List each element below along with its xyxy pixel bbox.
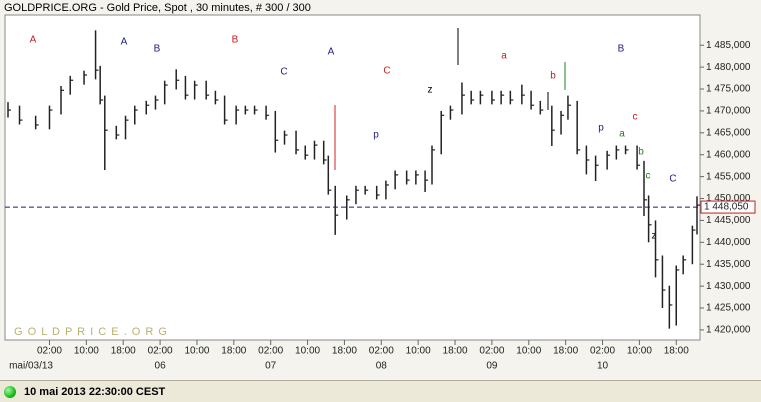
annotation: A xyxy=(30,35,37,46)
y-tick-label: 1 465,000 xyxy=(706,127,751,138)
x-tick-label: 10:00 xyxy=(74,346,99,357)
y-tick-label: 1 480,000 xyxy=(706,62,751,73)
x-tick-label: 02:00 xyxy=(148,346,173,357)
x-tick-label: 02:00 xyxy=(37,346,62,357)
y-tick-label: 1 430,000 xyxy=(706,281,751,292)
status-text: 10 mai 2013 22:30:00 CEST xyxy=(24,386,166,398)
annotation: B xyxy=(618,44,625,55)
y-tick-label: 1 470,000 xyxy=(706,106,751,117)
y-tick-label: 1 445,000 xyxy=(706,215,751,226)
x-tick-label: 02:00 xyxy=(258,346,283,357)
annotation: a xyxy=(619,129,625,140)
y-tick-label: 1 425,000 xyxy=(706,303,751,314)
annotation: B xyxy=(154,44,161,55)
chart: GOLDPRICE.ORG - Gold Price, Spot , 30 mi… xyxy=(4,1,756,372)
x-tick-label: 18:00 xyxy=(332,346,357,357)
x-tick-label: 02:00 xyxy=(369,346,394,357)
annotation: A xyxy=(328,47,335,58)
y-tick-label: 1 460,000 xyxy=(706,149,751,160)
annotation: p xyxy=(598,123,604,134)
annotation: c xyxy=(633,112,638,123)
x-tick-label: 02:00 xyxy=(479,346,504,357)
annotation: C xyxy=(669,174,676,185)
x-tick-label: 18:00 xyxy=(664,346,689,357)
date-tick-label: mai/03/13 xyxy=(9,361,53,372)
annotation: c xyxy=(646,171,651,182)
y-tick-label: 1 455,000 xyxy=(706,171,751,182)
status-icon xyxy=(4,386,16,398)
x-tick-label: 10:00 xyxy=(406,346,431,357)
x-tick-label: 10:00 xyxy=(184,346,209,357)
x-tick-label: 10:00 xyxy=(295,346,320,357)
x-tick-label: 18:00 xyxy=(221,346,246,357)
x-tick-label: 10:00 xyxy=(516,346,541,357)
x-tick-label: 10:00 xyxy=(627,346,652,357)
annotation: z xyxy=(652,231,657,242)
x-tick-label: 18:00 xyxy=(443,346,468,357)
annotations: A A B B C A C p z a b B p a c b c C z xyxy=(30,35,677,242)
y-tick-label: 1 475,000 xyxy=(706,84,751,95)
x-tick-label: 02:00 xyxy=(590,346,615,357)
annotation: B xyxy=(232,35,239,46)
current-price-label: 1 448,050 xyxy=(704,202,749,213)
annotation: z xyxy=(428,85,433,96)
y-tick-label: 1 435,000 xyxy=(706,259,751,270)
date-tick-label: 10 xyxy=(597,361,609,372)
date-tick-label: 09 xyxy=(486,361,498,372)
annotation: C xyxy=(280,67,287,78)
plot-area xyxy=(4,14,701,341)
y-tick-label: 1 440,000 xyxy=(706,237,751,248)
watermark: G O L D P R I C E . O R G xyxy=(14,326,168,338)
y-tick-label: 1 420,000 xyxy=(706,325,751,336)
annotation: a xyxy=(501,51,507,62)
status-bar: 10 mai 2013 22:30:00 CEST xyxy=(0,380,761,402)
annotation: C xyxy=(383,66,390,77)
chart-title: GOLDPRICE.ORG - Gold Price, Spot , 30 mi… xyxy=(4,2,311,14)
y-tick-label: 1 450,000 xyxy=(706,193,751,204)
annotation: A xyxy=(121,37,128,48)
date-tick-label: 07 xyxy=(265,361,277,372)
annotation: b xyxy=(550,71,556,82)
x-tick-label: 18:00 xyxy=(553,346,578,357)
annotation: b xyxy=(638,147,644,158)
y-tick-label: 1 485,000 xyxy=(706,40,751,51)
date-tick-label: 08 xyxy=(376,361,388,372)
date-tick-label: 06 xyxy=(155,361,167,372)
x-tick-label: 18:00 xyxy=(111,346,136,357)
annotation: p xyxy=(373,130,379,141)
current-price-box xyxy=(700,200,756,214)
